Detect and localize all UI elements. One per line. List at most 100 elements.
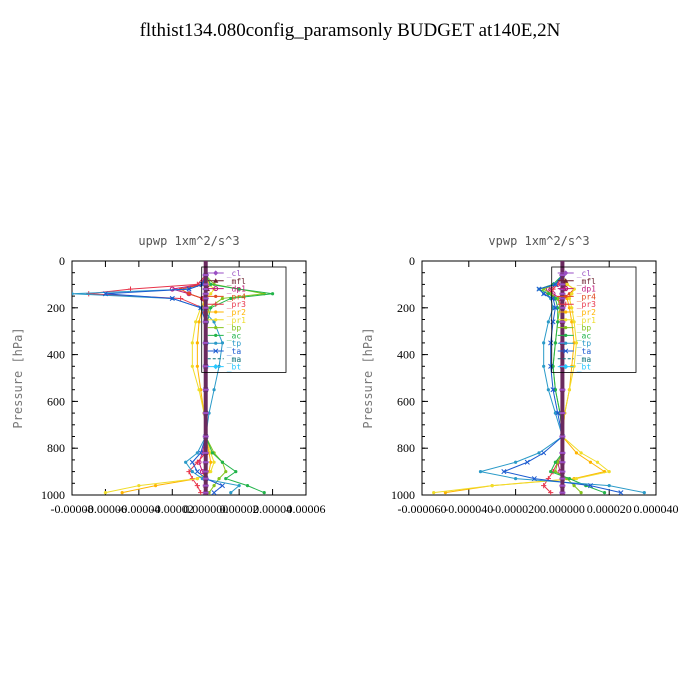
data-point bbox=[537, 451, 541, 455]
x-tick-label: -0.000040 bbox=[444, 502, 493, 516]
data-point bbox=[262, 491, 266, 495]
data-point bbox=[570, 306, 574, 310]
legend-box bbox=[201, 266, 287, 373]
plot-area bbox=[72, 261, 275, 495]
data-point bbox=[567, 296, 572, 301]
data-point bbox=[229, 296, 233, 301]
data-point bbox=[574, 477, 579, 481]
data-point bbox=[237, 287, 241, 291]
data-point bbox=[212, 460, 216, 464]
data-point bbox=[551, 306, 555, 310]
zero-line-marker bbox=[202, 461, 209, 464]
plot-area bbox=[432, 261, 646, 495]
legend-marker bbox=[214, 326, 218, 330]
zero-line-marker bbox=[559, 461, 566, 464]
legend-item: _ta bbox=[207, 347, 241, 356]
legend-marker bbox=[213, 301, 219, 307]
data-point bbox=[550, 387, 556, 393]
data-point bbox=[209, 306, 213, 310]
data-point bbox=[220, 296, 225, 301]
data-point bbox=[72, 292, 74, 296]
data-point bbox=[219, 483, 225, 489]
y-tick-label: 600 bbox=[47, 394, 65, 408]
data-point bbox=[567, 477, 572, 481]
zero-line-marker bbox=[202, 274, 209, 277]
chart-title: upwp 1xm^2/s^3 bbox=[138, 234, 239, 248]
data-point bbox=[553, 411, 557, 415]
data-point bbox=[195, 451, 199, 455]
legend-item: _mfl bbox=[557, 277, 596, 286]
data-point bbox=[514, 460, 518, 464]
data-point bbox=[542, 341, 546, 345]
data-point bbox=[209, 292, 213, 296]
legend-marker bbox=[213, 270, 219, 276]
data-point bbox=[209, 470, 213, 474]
data-point bbox=[137, 484, 141, 488]
data-point bbox=[572, 484, 576, 488]
data-point bbox=[217, 477, 221, 481]
zero-line-marker bbox=[559, 320, 566, 323]
x-tick-label: -0.000020 bbox=[491, 502, 540, 516]
data-point bbox=[618, 490, 624, 495]
chart-panel-2: vpwp 1xm^2/s^3 Pressure [hPa] 0 200 400 600 80… bbox=[361, 234, 679, 516]
data-point bbox=[245, 484, 250, 488]
legend-item: _bt bbox=[207, 363, 242, 372]
legend-item: _ac bbox=[557, 331, 591, 340]
legend-label: _bp bbox=[577, 324, 592, 333]
data-point bbox=[169, 295, 175, 301]
legend-label: _tp bbox=[227, 339, 242, 348]
legend-label: _pr1 bbox=[577, 316, 596, 325]
legend-box bbox=[551, 266, 637, 373]
data-point bbox=[224, 470, 228, 474]
zero-line bbox=[203, 261, 208, 495]
data-point bbox=[570, 320, 574, 324]
data-point bbox=[120, 491, 124, 495]
legend-marker bbox=[214, 294, 218, 298]
data-point bbox=[551, 364, 555, 368]
legend-label: _bt bbox=[227, 363, 242, 372]
zero-line bbox=[560, 261, 565, 495]
data-point bbox=[541, 483, 547, 489]
legend-marker bbox=[563, 270, 569, 276]
y-tick-label: 0 bbox=[59, 254, 65, 268]
series-line-ac bbox=[537, 274, 605, 494]
data-point bbox=[229, 491, 233, 495]
data-point bbox=[524, 459, 530, 465]
data-point bbox=[195, 477, 199, 481]
zero-line-marker bbox=[202, 306, 209, 309]
legend-label: _dp1 bbox=[577, 285, 596, 294]
y-tick-label: 200 bbox=[397, 301, 415, 315]
data-point bbox=[237, 484, 241, 488]
y-tick-label: 600 bbox=[397, 394, 415, 408]
data-point bbox=[270, 292, 275, 296]
zero-line-marker bbox=[202, 470, 209, 473]
legend-marker bbox=[213, 286, 219, 292]
data-point bbox=[548, 363, 554, 369]
legend-marker bbox=[564, 341, 568, 345]
series-ac bbox=[537, 273, 607, 495]
data-point bbox=[536, 286, 542, 292]
data-point bbox=[570, 292, 574, 296]
legend-item: _pr2 bbox=[557, 308, 596, 317]
x-tick-label: 0.000020 bbox=[587, 502, 632, 516]
y-tick-label: 800 bbox=[47, 441, 65, 455]
data-point bbox=[553, 388, 557, 392]
chart-title: vpwp 1xm^2/s^3 bbox=[488, 234, 589, 248]
legend-item: _dp1 bbox=[557, 285, 596, 294]
legend-item: _bp bbox=[557, 324, 592, 333]
data-point bbox=[642, 491, 646, 495]
zero-line-marker bbox=[202, 288, 209, 291]
legend-item: _ta bbox=[557, 347, 591, 356]
data-point bbox=[565, 282, 569, 286]
zero-line-marker bbox=[202, 292, 209, 295]
data-point bbox=[178, 295, 184, 302]
zero-line-marker bbox=[559, 435, 566, 438]
data-point bbox=[102, 291, 108, 297]
data-point bbox=[550, 286, 556, 292]
legend-item: _ma bbox=[557, 355, 591, 364]
data-point bbox=[553, 296, 557, 301]
zero-line-marker bbox=[202, 477, 209, 480]
legend-marker bbox=[214, 333, 218, 337]
data-point bbox=[198, 305, 204, 311]
legend-label: _bt bbox=[577, 363, 592, 372]
